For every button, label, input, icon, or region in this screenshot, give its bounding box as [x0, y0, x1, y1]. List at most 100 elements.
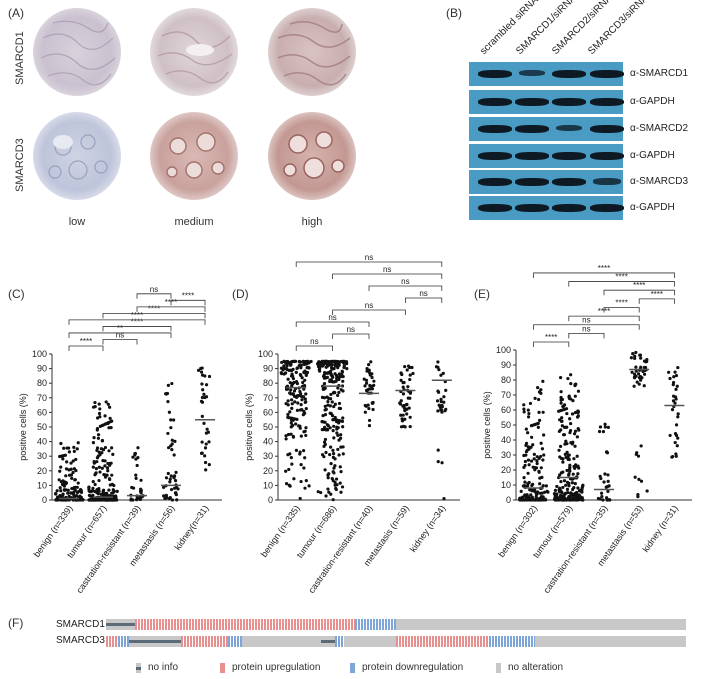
data-point	[87, 493, 92, 497]
data-point	[567, 395, 571, 399]
data-point	[72, 445, 76, 449]
data-point	[96, 436, 101, 440]
y-tick-label: 70	[37, 393, 47, 403]
data-point	[87, 498, 91, 502]
data-point	[406, 385, 410, 389]
data-point	[323, 371, 327, 375]
data-point	[561, 460, 565, 464]
data-point	[331, 367, 335, 371]
data-point	[570, 477, 574, 481]
data-point	[334, 487, 338, 492]
data-point	[572, 457, 576, 461]
data-point	[545, 489, 549, 493]
ihc-core-smarcd1-low	[33, 8, 121, 96]
data-point	[170, 448, 174, 452]
data-point	[522, 410, 526, 414]
data-point	[114, 498, 119, 502]
data-point	[344, 360, 349, 364]
data-point	[334, 363, 338, 367]
data-point	[530, 489, 534, 493]
significance-label: ****	[651, 290, 663, 299]
data-point	[317, 360, 321, 364]
data-point	[97, 411, 102, 416]
data-point	[522, 498, 527, 502]
data-point	[281, 368, 285, 372]
data-point	[370, 375, 374, 380]
data-point	[196, 368, 201, 372]
data-point	[289, 392, 293, 396]
data-point	[87, 485, 91, 490]
data-point	[337, 453, 341, 457]
category-label: kidney (n=31)	[640, 503, 680, 554]
data-point	[291, 367, 295, 371]
data-point	[289, 456, 293, 460]
data-point	[436, 390, 441, 394]
data-point	[631, 352, 635, 356]
data-point	[286, 403, 290, 407]
data-point	[70, 476, 74, 480]
data-point	[316, 490, 320, 494]
data-point	[72, 449, 76, 453]
significance-label: **	[117, 324, 123, 333]
data-point	[290, 406, 294, 410]
data-point	[637, 382, 641, 386]
data-point	[286, 377, 290, 381]
significance-label: ns	[150, 285, 158, 294]
data-point	[405, 368, 409, 372]
data-point	[519, 489, 523, 493]
data-point	[568, 469, 572, 473]
data-point	[598, 497, 602, 501]
significance-bracket	[332, 333, 370, 339]
data-point	[553, 497, 558, 502]
data-point	[553, 488, 558, 492]
data-point	[638, 378, 643, 382]
series-3	[629, 350, 649, 499]
data-point	[55, 489, 59, 493]
oncoprint-segment	[320, 636, 336, 647]
significance-label: ****	[182, 291, 194, 300]
oncoprint-segment	[488, 636, 536, 647]
legend-label: no alteration	[508, 662, 564, 673]
data-point	[97, 450, 101, 454]
significance-label: ns	[383, 265, 391, 274]
blot-band-0-0	[478, 70, 512, 78]
series-0	[518, 379, 550, 502]
data-point	[67, 450, 71, 454]
ihc-col-label-low: low	[68, 216, 86, 228]
oncoprint-segment	[396, 619, 686, 630]
data-point	[331, 452, 336, 456]
data-point	[333, 402, 337, 406]
data-point	[100, 451, 104, 455]
legend-swatch	[496, 663, 501, 673]
data-point	[97, 465, 101, 469]
oncoprint-row-label-smarcd3: SMARCD3	[56, 635, 105, 646]
data-point	[135, 463, 139, 468]
data-point	[408, 373, 412, 377]
scatter-chart-e: 0 10 20 30 40 50 60 70 80 90 100 positive cells (%)…	[482, 264, 692, 595]
data-point	[670, 408, 675, 412]
significance-label: ns	[116, 330, 124, 339]
data-point	[636, 454, 641, 458]
data-point	[639, 479, 644, 483]
data-point	[330, 414, 335, 418]
oncoprint-segment	[106, 619, 135, 630]
data-point	[533, 498, 538, 502]
data-point	[542, 453, 546, 457]
series-1	[316, 359, 349, 502]
data-point	[328, 452, 332, 457]
data-point	[542, 433, 546, 437]
data-point	[319, 490, 323, 495]
data-point	[67, 494, 71, 498]
y-tick-label: 20	[501, 465, 511, 475]
data-point	[578, 495, 583, 499]
oncoprint-segment	[343, 636, 396, 647]
data-point	[94, 467, 98, 471]
data-point	[537, 390, 542, 394]
data-point	[331, 448, 335, 452]
data-point	[65, 446, 69, 450]
data-point	[307, 484, 311, 488]
data-point	[92, 436, 96, 440]
data-point	[106, 402, 110, 406]
data-point	[364, 404, 368, 408]
ihc-core-smarcd3-medium	[150, 112, 238, 200]
